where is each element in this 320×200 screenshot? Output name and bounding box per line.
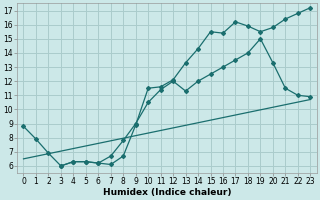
X-axis label: Humidex (Indice chaleur): Humidex (Indice chaleur) [103, 188, 231, 197]
